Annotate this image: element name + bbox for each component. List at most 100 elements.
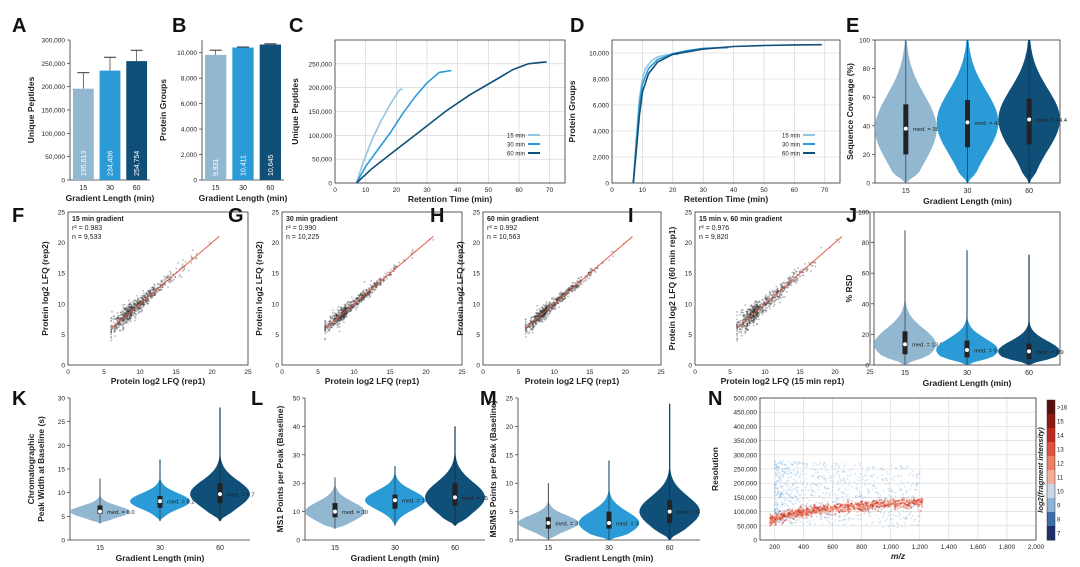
heatmap-point [778, 495, 781, 498]
x-tick-label: 60 [1025, 188, 1033, 195]
heatmap-point [820, 468, 823, 470]
median-dot [1027, 349, 1031, 354]
scatter-point [130, 306, 133, 309]
heatmap-point [894, 515, 897, 517]
x-tick-label: 20 [669, 187, 677, 194]
scatter-point [119, 317, 122, 320]
scatter-point [147, 294, 149, 297]
scatter-point [541, 315, 544, 318]
heatmap-point [910, 507, 913, 510]
scatter-point [761, 303, 764, 305]
scatter-point [142, 298, 145, 301]
heatmap-point [782, 475, 785, 478]
scatter-point [331, 326, 333, 329]
scatter-point [780, 293, 783, 296]
heatmap-point [838, 466, 841, 469]
heatmap-point [786, 519, 789, 522]
y-tick-label: 40 [862, 301, 870, 308]
scatter-point [163, 279, 165, 281]
heatmap-point [882, 526, 884, 528]
scatter-point [324, 325, 327, 327]
heatmap-point [853, 508, 856, 511]
y-axis-title: Protein log2 LFQ (rep2) [40, 241, 50, 336]
scatter-point [394, 265, 397, 268]
heatmap-point [875, 487, 878, 490]
heatmap-point [893, 475, 896, 478]
scatter-point [115, 326, 118, 329]
heatmap-point [785, 503, 788, 506]
heatmap-point [871, 475, 874, 478]
y-tick-label: 150,000 [309, 109, 333, 116]
scatter-point [341, 309, 343, 312]
scatter-point [110, 330, 113, 333]
scatter-point [181, 263, 184, 266]
scatter-point [756, 313, 759, 316]
annotation: r² = 0.976 [699, 225, 729, 232]
scatter-point [793, 268, 796, 271]
heatmap-point [782, 521, 785, 524]
scatter-point [343, 316, 346, 319]
scatter-point [120, 317, 122, 320]
heatmap-point [899, 502, 902, 505]
heatmap-point [779, 506, 782, 509]
scatter-point [580, 276, 582, 279]
heatmap-point [833, 462, 835, 465]
scatter-point [122, 327, 125, 330]
median-label: med. = 3 [555, 521, 578, 527]
scatter-point [169, 281, 172, 284]
scatter-point [110, 330, 113, 333]
scatter-point [128, 305, 130, 308]
scatter-point [208, 241, 211, 244]
scatter-point [149, 291, 152, 294]
heatmap-point [816, 515, 818, 518]
heatmap-point [813, 506, 816, 509]
heatmap-point [794, 500, 797, 503]
scatter-point [125, 312, 128, 315]
scatter-point [110, 319, 113, 322]
heatmap-point [776, 492, 779, 495]
y-tick-label: 50,000 [312, 157, 332, 164]
heatmap-point [778, 510, 781, 513]
y-tick-label: 0 [605, 181, 609, 188]
scatter-point [124, 313, 126, 316]
scatter-point [111, 324, 114, 327]
heatmap-point [817, 475, 819, 478]
scatter-point [779, 301, 782, 304]
scatter-point [360, 298, 363, 301]
y-tick-label: 2,000 [593, 155, 610, 162]
heatmap-point [830, 513, 833, 516]
heatmap-point [858, 464, 861, 467]
scatter-point [160, 288, 163, 291]
heatmap-point [831, 523, 834, 526]
scatter-point [135, 307, 138, 309]
heatmap-point [889, 487, 892, 490]
heatmap-point [805, 477, 808, 480]
scatter-point [167, 276, 169, 279]
heatmap-point [793, 487, 795, 490]
x-tick-label: 25 [866, 369, 874, 376]
scatter-point [524, 332, 527, 335]
y-tick-label: 20 [863, 152, 871, 159]
scatter-point [573, 289, 576, 292]
scatter-point [145, 301, 147, 304]
scatter-point [803, 263, 806, 265]
scatter-point [764, 307, 767, 309]
heatmap-point [838, 475, 841, 478]
heatmap-point [826, 505, 829, 508]
heatmap-point [787, 476, 789, 479]
scatter-point [131, 313, 134, 316]
y-tick-label: 20 [293, 481, 301, 488]
scatter-point [144, 296, 147, 299]
heatmap-point [868, 482, 871, 485]
heatmap-point [856, 514, 859, 517]
heatmap-point [824, 478, 827, 481]
x-tick-label: 25 [657, 369, 665, 376]
x-axis-title: Protein log2 LFQ (rep1) [111, 376, 206, 386]
scatter-point [355, 309, 357, 311]
scatter-point [146, 293, 149, 296]
scatter-point [594, 271, 597, 274]
median-dot [158, 499, 162, 504]
scatter-point [129, 318, 132, 320]
scatter-point [145, 300, 147, 303]
